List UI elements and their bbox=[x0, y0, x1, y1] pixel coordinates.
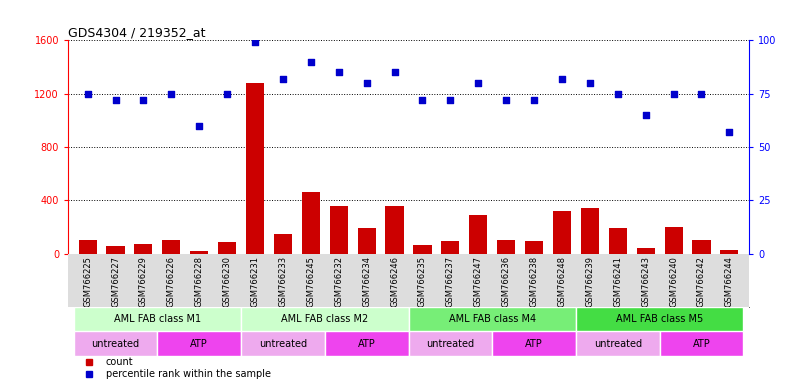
Bar bbox=[74, 307, 241, 331]
Text: GSM766235: GSM766235 bbox=[418, 257, 427, 307]
Point bbox=[472, 80, 485, 86]
Bar bbox=[246, 83, 264, 254]
Text: GSM766229: GSM766229 bbox=[139, 257, 148, 307]
Text: GSM766244: GSM766244 bbox=[725, 257, 734, 307]
Text: GDS4304 / 219352_at: GDS4304 / 219352_at bbox=[68, 26, 206, 39]
Bar bbox=[241, 307, 409, 331]
Text: GSM766241: GSM766241 bbox=[614, 257, 622, 307]
Point bbox=[221, 91, 234, 97]
Bar bbox=[163, 240, 180, 254]
Text: ATP: ATP bbox=[693, 339, 710, 349]
Text: GSM766243: GSM766243 bbox=[641, 257, 650, 307]
Bar bbox=[720, 250, 739, 254]
Text: GSM766226: GSM766226 bbox=[167, 257, 176, 307]
Point bbox=[723, 129, 736, 135]
Text: GSM766230: GSM766230 bbox=[223, 257, 231, 307]
Point bbox=[193, 122, 206, 129]
Point bbox=[332, 69, 345, 75]
Bar bbox=[107, 246, 125, 254]
Text: untreated: untreated bbox=[594, 339, 642, 349]
Point bbox=[248, 40, 261, 46]
Bar bbox=[357, 228, 376, 254]
Bar bbox=[469, 215, 487, 254]
Text: ATP: ATP bbox=[358, 339, 376, 349]
Point bbox=[667, 91, 680, 97]
Point bbox=[500, 97, 513, 103]
Bar bbox=[74, 331, 157, 356]
Text: untreated: untreated bbox=[259, 339, 307, 349]
Point bbox=[583, 80, 596, 86]
Bar bbox=[157, 331, 241, 356]
Bar bbox=[553, 211, 571, 254]
Text: GSM766246: GSM766246 bbox=[390, 257, 399, 307]
Point bbox=[360, 80, 373, 86]
Text: GSM766238: GSM766238 bbox=[529, 257, 538, 308]
Bar bbox=[385, 206, 404, 254]
Point bbox=[137, 97, 150, 103]
Bar bbox=[576, 331, 660, 356]
Point bbox=[81, 91, 94, 97]
Text: count: count bbox=[106, 357, 133, 367]
Point bbox=[165, 91, 178, 97]
Bar bbox=[218, 242, 236, 254]
Bar bbox=[692, 240, 710, 254]
Text: untreated: untreated bbox=[426, 339, 474, 349]
Text: GSM766248: GSM766248 bbox=[557, 257, 566, 307]
Point bbox=[109, 97, 122, 103]
Bar bbox=[274, 234, 292, 254]
Bar bbox=[660, 331, 743, 356]
Bar bbox=[581, 209, 599, 254]
Bar bbox=[190, 251, 208, 254]
Bar bbox=[409, 331, 493, 356]
Point bbox=[304, 59, 317, 65]
Bar bbox=[497, 240, 515, 254]
Text: GSM766237: GSM766237 bbox=[446, 257, 455, 308]
Text: GSM766234: GSM766234 bbox=[362, 257, 371, 307]
Bar bbox=[409, 307, 576, 331]
Text: ATP: ATP bbox=[525, 339, 543, 349]
Text: AML FAB class M1: AML FAB class M1 bbox=[114, 314, 201, 324]
Point bbox=[444, 97, 457, 103]
Point bbox=[388, 69, 401, 75]
Bar bbox=[665, 227, 682, 254]
Bar bbox=[330, 206, 348, 254]
Point bbox=[556, 76, 569, 82]
Bar bbox=[525, 241, 543, 254]
Bar bbox=[609, 228, 627, 254]
Point bbox=[528, 97, 541, 103]
Bar bbox=[441, 241, 460, 254]
Text: GSM766245: GSM766245 bbox=[306, 257, 316, 307]
Text: GSM766232: GSM766232 bbox=[334, 257, 344, 307]
Text: GSM766227: GSM766227 bbox=[111, 257, 120, 307]
Text: AML FAB class M2: AML FAB class M2 bbox=[281, 314, 368, 324]
Text: GSM766239: GSM766239 bbox=[586, 257, 594, 307]
Text: GSM766242: GSM766242 bbox=[697, 257, 706, 307]
Bar bbox=[78, 240, 97, 254]
Text: ATP: ATP bbox=[191, 339, 208, 349]
Point bbox=[611, 91, 624, 97]
Text: GSM766231: GSM766231 bbox=[251, 257, 260, 307]
Bar bbox=[241, 331, 324, 356]
Text: GSM766236: GSM766236 bbox=[501, 257, 511, 308]
Text: GSM766240: GSM766240 bbox=[669, 257, 678, 307]
Text: GSM766225: GSM766225 bbox=[83, 257, 92, 307]
Bar bbox=[413, 245, 432, 254]
Point bbox=[695, 91, 708, 97]
Text: AML FAB class M5: AML FAB class M5 bbox=[616, 314, 703, 324]
Text: GSM766228: GSM766228 bbox=[195, 257, 203, 307]
Text: GSM766247: GSM766247 bbox=[473, 257, 483, 307]
Text: GSM766233: GSM766233 bbox=[279, 257, 288, 308]
Point bbox=[639, 112, 652, 118]
Bar bbox=[302, 192, 320, 254]
Text: untreated: untreated bbox=[91, 339, 139, 349]
Bar bbox=[324, 331, 409, 356]
Text: AML FAB class M4: AML FAB class M4 bbox=[449, 314, 536, 324]
Point bbox=[416, 97, 429, 103]
Bar bbox=[493, 331, 576, 356]
Bar bbox=[135, 244, 152, 254]
Point bbox=[276, 76, 289, 82]
Bar bbox=[637, 248, 654, 254]
Text: percentile rank within the sample: percentile rank within the sample bbox=[106, 369, 271, 379]
Bar bbox=[576, 307, 743, 331]
